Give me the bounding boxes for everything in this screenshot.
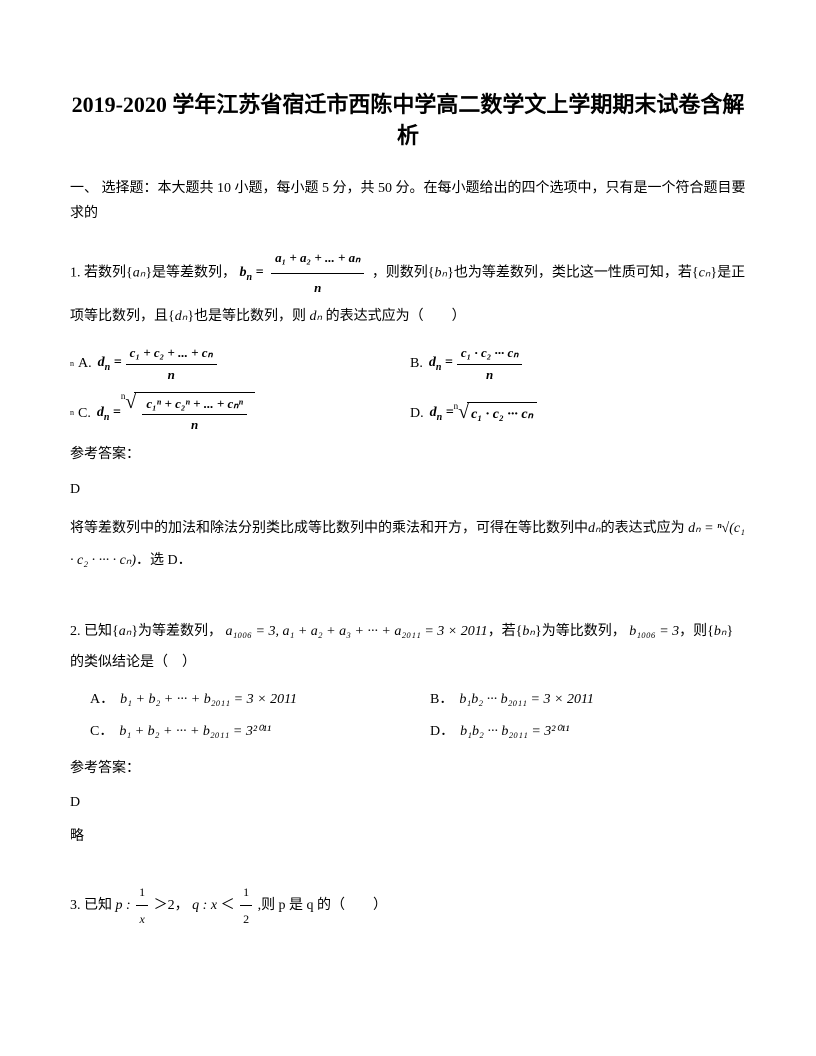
question-2: 2. 已知{aₙ}为等差数列， a₁₀₀₆ = 3, a₁ + a₂ + a₃ … bbox=[70, 617, 746, 679]
q2-options-row-2: C． b₁ + b₂ + ··· + b₂₀₁₁ = 3²⁰¹¹ D． b₁b₂… bbox=[70, 721, 746, 743]
q3-frac2: 1 2 bbox=[240, 879, 252, 933]
q1-optD-label: D. bbox=[410, 403, 424, 425]
q2-optB: b₁b₂ ··· b₂₀₁₁ = 3 × 2011 bbox=[459, 689, 594, 711]
q2-optA: b₁ + b₂ + ··· + b₂₀₁₁ = 3 × 2011 bbox=[120, 689, 297, 711]
q1-dn2: dₙ bbox=[310, 309, 323, 324]
q2-mid1: }为等差数列， bbox=[131, 624, 222, 639]
section-header: 一、 选择题：本大题共 10 小题，每小题 5 分，共 50 分。在每小题给出的… bbox=[70, 176, 746, 226]
q3-q: q : x bbox=[192, 898, 217, 913]
q1-mid5: }也是等比数列，则 bbox=[187, 309, 309, 324]
question-1: 1. 若数列{aₙ}是等差数列， bn = a₁ + a₂ + ... + aₙ… bbox=[70, 244, 746, 333]
q2-optC-label: C． bbox=[90, 721, 113, 743]
q2-bn2: bₙ bbox=[714, 624, 727, 639]
q2-an: aₙ bbox=[119, 624, 132, 639]
q1-bn-eq: bn = bbox=[240, 265, 268, 280]
q1-options-row-2: n C. dn = n√ c₁ⁿ + c₂ⁿ + ... + cₙⁿ n D. … bbox=[70, 392, 746, 437]
q1-optB-label: B. bbox=[410, 353, 423, 375]
q1-answer: D bbox=[70, 479, 746, 501]
q2-bn: bₙ bbox=[522, 624, 535, 639]
q2-mid2: ，若{ bbox=[488, 624, 523, 639]
q1-optD-sqrt: n√ c₁ · c₂ ··· cₙ bbox=[454, 402, 537, 426]
q3-suffix: ,则 p 是 q 的（ ） bbox=[258, 898, 388, 913]
q2-prefix: 2. 已知{ bbox=[70, 624, 119, 639]
q3-lt: ＜ bbox=[221, 898, 235, 913]
q1-dn: dₙ bbox=[175, 309, 188, 324]
q1-optC-dn: dn = bbox=[97, 402, 121, 426]
q1-optA-dn: dn = bbox=[98, 352, 122, 376]
page-title: 2019-2020 学年江苏省宿迁市西陈中学高二数学文上学期期末试卷含解析 bbox=[70, 90, 746, 152]
q2-options-row-1: A． b₁ + b₂ + ··· + b₂₀₁₁ = 3 × 2011 B． b… bbox=[70, 689, 746, 711]
q1-optB-dn: dn = bbox=[429, 352, 453, 376]
q1-answer-label: 参考答案： bbox=[70, 444, 746, 466]
q2-optB-label: B． bbox=[430, 689, 453, 711]
q2-optD-label: D． bbox=[430, 721, 454, 743]
q1-optC-sqrt: n√ c₁ⁿ + c₂ⁿ + ... + cₙⁿ n bbox=[121, 392, 255, 437]
q1-optD-dn: dn = bbox=[430, 402, 454, 426]
q1-bn: bₙ bbox=[435, 265, 448, 280]
q3-gt: ＞2， bbox=[154, 898, 189, 913]
q1-options-row-1: n A. dn = c₁ + c₂ + ... + cₙ n B. dn = c… bbox=[70, 343, 746, 386]
q1-optA-frac: c₁ + c₂ + ... + cₙ n bbox=[126, 343, 217, 386]
q2-optA-label: A． bbox=[90, 689, 114, 711]
q1-optC-label: C. bbox=[78, 403, 91, 425]
q1-optA-label: A. bbox=[78, 353, 92, 375]
q2-formula2: b₁₀₀₆ = 3 bbox=[629, 624, 679, 639]
q2-answer: D bbox=[70, 792, 746, 814]
q3-p: p : bbox=[116, 898, 131, 913]
bullet-icon: n bbox=[70, 407, 74, 420]
q1-text: 1. 若数列{ bbox=[70, 265, 133, 280]
q1-mid1: }是等差数列， bbox=[145, 265, 236, 280]
q2-answer-label: 参考答案： bbox=[70, 758, 746, 780]
q1-mid2: ，则数列{ bbox=[372, 265, 435, 280]
q2-mid3: }为等比数列， bbox=[535, 624, 626, 639]
q2-formula1: a₁₀₀₆ = 3, a₁ + a₂ + a₃ + ··· + a₂₀₁₁ = … bbox=[226, 624, 488, 639]
question-3: 3. 已知 p : 1 x ＞2， q : x ＜ 1 2 ,则 p 是 q 的… bbox=[70, 879, 746, 933]
q3-prefix: 3. 已知 bbox=[70, 898, 112, 913]
q1-main-fraction: a₁ + a₂ + ... + aₙ n bbox=[271, 244, 364, 302]
q1-optB-frac: c₁ · c₂ ··· cₙ n bbox=[457, 343, 523, 386]
q2-explain: 略 bbox=[70, 826, 746, 848]
q1-an: aₙ bbox=[133, 265, 146, 280]
q2-mid4: ，则{ bbox=[679, 624, 714, 639]
q3-frac1: 1 x bbox=[136, 879, 148, 933]
q1-cn: cₙ bbox=[699, 265, 711, 280]
q1-mid6: 的表达式应为（ ） bbox=[322, 309, 466, 324]
q1-mid3: }也为等差数列，类比这一性质可知，若{ bbox=[447, 265, 698, 280]
q2-optC: b₁ + b₂ + ··· + b₂₀₁₁ = 3²⁰¹¹ bbox=[119, 721, 271, 743]
bullet-icon: n bbox=[70, 358, 74, 371]
q2-optD: b₁b₂ ··· b₂₀₁₁ = 3²⁰¹¹ bbox=[460, 721, 569, 743]
q1-explanation: 将等差数列中的加法和除法分别类比成等比数列中的乘法和开方，可得在等比数列中dₙ的… bbox=[70, 513, 746, 577]
